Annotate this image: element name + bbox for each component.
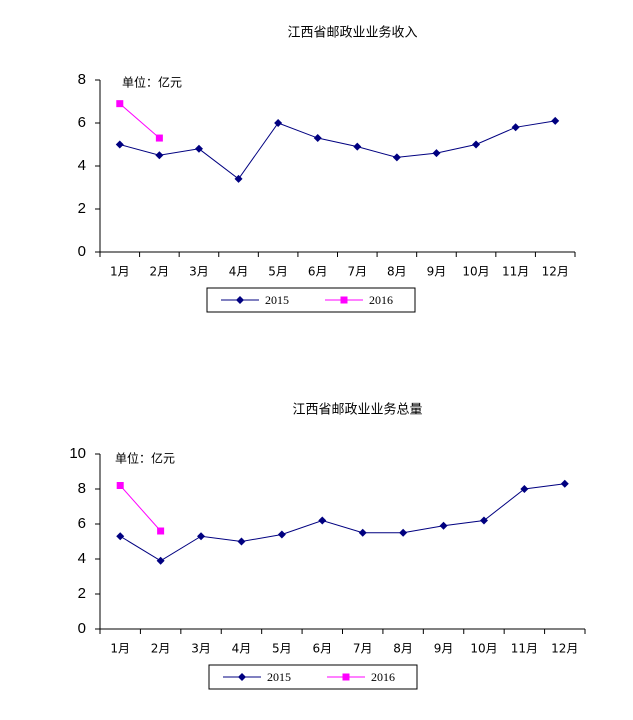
x-tick-label: 2月 — [151, 642, 171, 656]
y-tick-label: 0 — [78, 620, 86, 637]
x-tick-label: 12月 — [542, 265, 569, 279]
chart-title: 江西省邮政业业务收入 — [287, 25, 417, 41]
marker — [432, 149, 441, 158]
chart-title: 江西省邮政业业务总量 — [292, 402, 422, 418]
x-tick-label: 3月 — [191, 642, 211, 656]
y-tick-label: 6 — [78, 114, 86, 131]
legend-box — [208, 664, 418, 690]
legend-label: 2015 — [267, 670, 291, 684]
annotation: 单位：亿元 — [115, 451, 175, 466]
x-tick-label: 11月 — [502, 265, 529, 279]
marker — [277, 530, 286, 539]
marker — [353, 142, 362, 151]
marker — [155, 134, 163, 142]
marker — [340, 296, 348, 304]
legend-label: 2016 — [371, 670, 395, 684]
line — [119, 483, 565, 562]
y-tick-label: 6 — [78, 515, 86, 532]
marker — [511, 123, 520, 132]
x-tick-label: 9月 — [434, 642, 454, 656]
marker — [197, 532, 206, 541]
marker — [116, 482, 124, 489]
marker — [234, 174, 243, 183]
marker — [479, 516, 488, 525]
marker — [237, 537, 246, 546]
marker — [399, 528, 408, 537]
marker — [439, 521, 448, 530]
y-tick-label: 10 — [69, 445, 86, 462]
marker — [358, 528, 367, 537]
x-tick-label: 10月 — [470, 642, 497, 656]
marker — [156, 556, 165, 565]
x-tick-label: 7月 — [353, 642, 373, 656]
x-tick-label: 6月 — [308, 265, 328, 279]
marker — [194, 144, 203, 153]
x-tick-label: 8月 — [387, 265, 407, 279]
annotation: 单位：亿元 — [122, 75, 182, 90]
x-tick-label: 4月 — [229, 265, 249, 279]
x-tick-label: 12月 — [551, 642, 578, 656]
x-tick-label: 1月 — [110, 265, 130, 279]
x-tick-label: 1月 — [110, 642, 130, 656]
series — [116, 479, 569, 565]
marker — [560, 479, 569, 488]
marker — [115, 140, 124, 149]
marker — [551, 116, 560, 125]
x-tick-label: 5月 — [272, 642, 292, 656]
x-tick-label: 11月 — [511, 642, 538, 656]
x-tick-label: 4月 — [232, 642, 252, 656]
marker — [116, 100, 124, 108]
x-tick-label: 6月 — [312, 642, 332, 656]
x-tick-label: 9月 — [427, 265, 447, 279]
y-tick-label: 2 — [78, 585, 86, 602]
marker — [236, 296, 244, 304]
x-tick-label: 3月 — [189, 265, 209, 279]
x-tick-label: 8月 — [393, 642, 413, 656]
x-tick-label: 7月 — [347, 265, 367, 279]
y-tick-label: 4 — [78, 550, 86, 567]
y-tick-label: 4 — [78, 157, 86, 174]
x-tick-label: 10月 — [462, 265, 489, 279]
legend-label: 2016 — [369, 293, 393, 307]
marker — [342, 673, 350, 681]
marker — [155, 151, 164, 160]
marker — [116, 532, 125, 541]
marker — [274, 119, 283, 127]
legend-label: 2015 — [265, 293, 289, 307]
x-tick-label: 2月 — [150, 265, 170, 279]
line — [119, 103, 160, 139]
marker — [157, 527, 165, 535]
marker — [313, 134, 322, 143]
y-tick-label: 2 — [78, 200, 86, 217]
legend-box — [206, 287, 416, 313]
y-tick-label: 0 — [78, 243, 86, 260]
series — [116, 100, 163, 142]
marker — [392, 153, 401, 162]
marker — [472, 140, 481, 149]
marker — [520, 485, 529, 493]
line — [119, 485, 161, 532]
series — [116, 482, 165, 535]
x-tick-label: 5月 — [268, 265, 288, 279]
line — [119, 120, 556, 180]
marker — [238, 673, 246, 681]
marker — [318, 516, 327, 525]
series — [115, 116, 560, 183]
y-tick-label: 8 — [78, 480, 86, 497]
y-tick-label: 8 — [78, 71, 86, 88]
